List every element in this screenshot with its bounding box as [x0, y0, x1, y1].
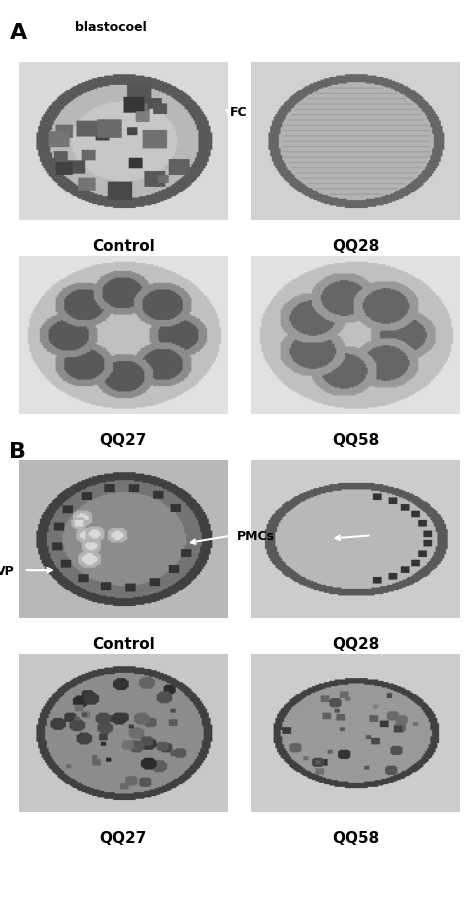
Text: Control: Control: [92, 239, 155, 254]
Text: FC: FC: [230, 106, 247, 119]
Text: VP: VP: [0, 564, 14, 577]
Text: A: A: [9, 23, 27, 42]
Text: QQ28: QQ28: [332, 636, 379, 651]
Text: blastocoel: blastocoel: [75, 22, 146, 34]
Text: Control: Control: [92, 636, 155, 651]
Text: PMCs: PMCs: [237, 529, 275, 542]
Text: QQ28: QQ28: [332, 239, 379, 254]
Text: B: B: [9, 442, 27, 462]
Text: QQ58: QQ58: [332, 433, 379, 448]
Text: QQ27: QQ27: [100, 433, 147, 448]
Text: QQ58: QQ58: [332, 830, 379, 845]
Text: QQ27: QQ27: [100, 830, 147, 845]
